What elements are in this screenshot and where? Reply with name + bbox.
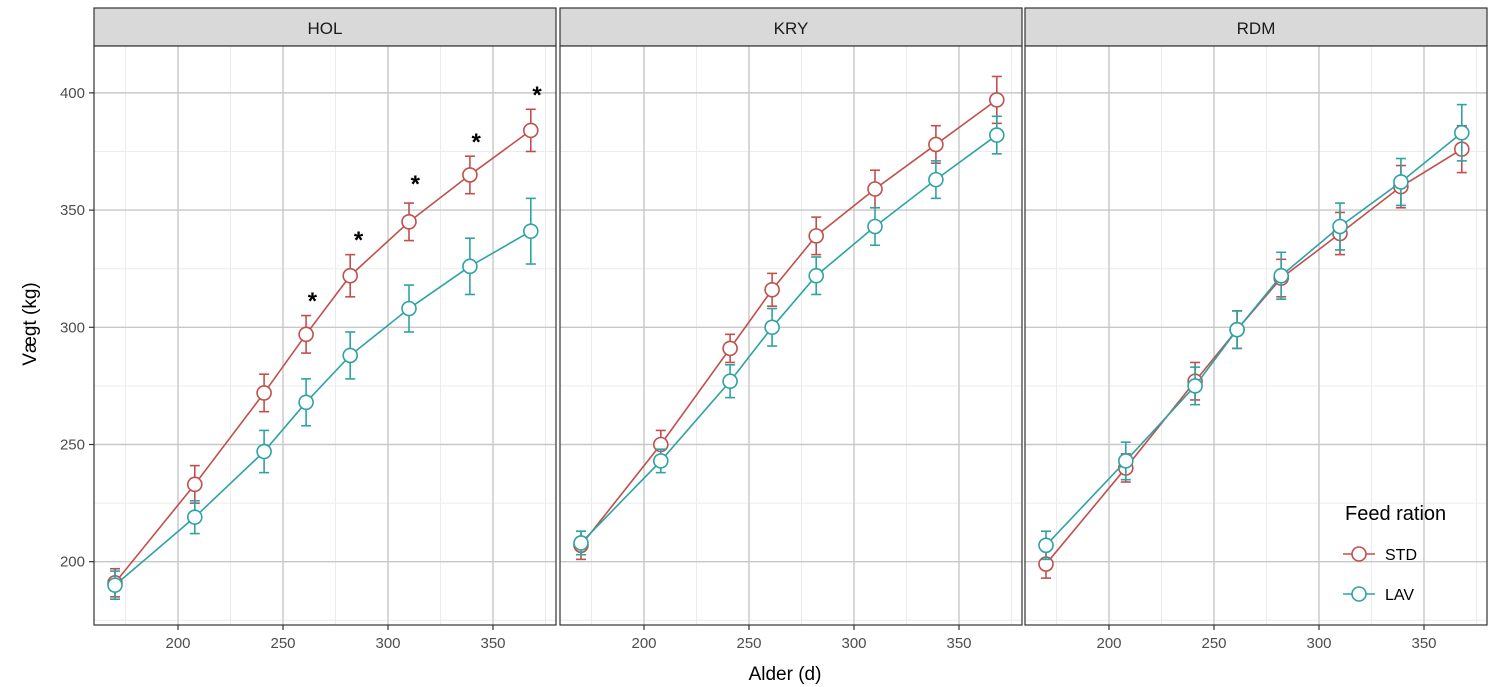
data-point: [256, 443, 272, 460]
data-point: [928, 136, 944, 153]
data-point: [187, 476, 203, 493]
x-tick-label: 250: [270, 635, 295, 652]
data-point: [522, 122, 539, 139]
data-point: [1229, 321, 1245, 338]
significance-marker: *: [472, 129, 482, 156]
data-point: [722, 373, 738, 390]
data-point: [722, 340, 738, 357]
data-point: [867, 181, 883, 197]
x-tick-label: 300: [375, 635, 400, 652]
data-point: [462, 167, 478, 183]
y-tick-label: 400: [60, 85, 85, 102]
data-point: [573, 535, 589, 551]
data-point: [187, 509, 203, 525]
significance-marker: *: [411, 171, 421, 198]
facet-strip: [1024, 7, 1488, 47]
data-point: [342, 347, 359, 364]
x-tick-label: 350: [1411, 635, 1436, 652]
legend-key-marker: [1351, 586, 1367, 602]
facet-strip-label: KRY: [774, 19, 809, 38]
data-point: [764, 281, 780, 298]
legend-label: STD: [1385, 547, 1417, 564]
x-tick-label: 250: [736, 635, 761, 652]
series-line: [114, 230, 532, 586]
data-point: [1273, 267, 1289, 284]
data-point: [1332, 218, 1348, 235]
panel-kry: KRY 200 250 300 350: [559, 7, 1023, 652]
facet-strip-label: HOL: [308, 19, 343, 38]
legend-label: LAV: [1385, 587, 1414, 604]
x-tick-label: 350: [480, 635, 505, 652]
significance-marker: *: [308, 288, 318, 315]
data-point: [808, 228, 825, 244]
series-line: [580, 134, 998, 544]
x-tick-label: 350: [946, 635, 971, 652]
series-line: [580, 99, 998, 546]
data-point: [298, 394, 314, 411]
data-point: [401, 214, 417, 230]
data-point: [764, 319, 780, 336]
data-point: [298, 326, 314, 343]
legend-title: Feed ration: [1345, 503, 1446, 525]
data-point: [988, 92, 1005, 108]
series-lav: [107, 197, 539, 601]
data-point: [462, 258, 478, 275]
data-point: [1118, 453, 1134, 469]
legend-key-marker: [1351, 546, 1367, 562]
data-point: [107, 577, 123, 593]
panel-background: [1025, 46, 1487, 625]
data-point: [256, 385, 272, 401]
x-tick-label: 250: [1201, 635, 1226, 652]
panels: HOL * * * * * 200 250 300 350 KRY 200 250 300 350 RDM 20…: [60, 7, 1488, 652]
data-point: [1454, 124, 1470, 141]
legend-keys: STD LAV: [1343, 546, 1417, 604]
y-tick-label: 250: [60, 437, 85, 454]
legend: Feed ration STD LAV: [1343, 503, 1446, 604]
series-lav: [573, 115, 1005, 556]
data-point: [1393, 174, 1409, 190]
panel-rdm: RDM 200 250 300 350: [1024, 7, 1488, 652]
facet-strip-label: RDM: [1237, 19, 1276, 38]
panel-background: [560, 46, 1022, 625]
data-point: [342, 267, 359, 284]
data-point: [928, 171, 944, 188]
x-tick-label: 200: [631, 635, 656, 652]
significance-marker: *: [532, 82, 542, 109]
data-point: [988, 127, 1005, 143]
series-line: [1045, 132, 1463, 546]
data-point: [522, 223, 539, 239]
series-std: [573, 75, 1005, 561]
panel-background: [94, 46, 556, 625]
facet-strip: [93, 7, 557, 47]
y-tick-label: 350: [60, 202, 85, 219]
panel-border: [1024, 45, 1488, 626]
y-axis-title: Vægt (kg): [20, 282, 41, 365]
data-point: [652, 453, 669, 469]
panel-hol: HOL * * * * * 200 250 300 350: [93, 7, 557, 652]
legend-entry-std: STD: [1343, 546, 1417, 564]
x-tick-label: 300: [841, 635, 866, 652]
y-tick-label: 300: [60, 319, 85, 336]
x-axis-title: Alder (d): [749, 664, 822, 685]
x-tick-label: 200: [1096, 635, 1121, 652]
data-point: [1187, 378, 1203, 394]
series-lav: [1038, 103, 1470, 561]
significance-marker: *: [354, 227, 364, 254]
data-point: [401, 300, 417, 317]
panel-border: [559, 45, 1023, 626]
data-point: [867, 218, 883, 235]
facet-strip: [559, 7, 1023, 47]
series-line: [114, 129, 532, 584]
data-point: [808, 267, 825, 284]
data-point: [1038, 537, 1054, 554]
x-tick-label: 300: [1306, 635, 1331, 652]
panel-border: [93, 45, 557, 626]
x-tick-label: 200: [165, 635, 190, 652]
legend-entry-lav: LAV: [1343, 586, 1414, 604]
y-tick-label: 200: [60, 554, 85, 571]
